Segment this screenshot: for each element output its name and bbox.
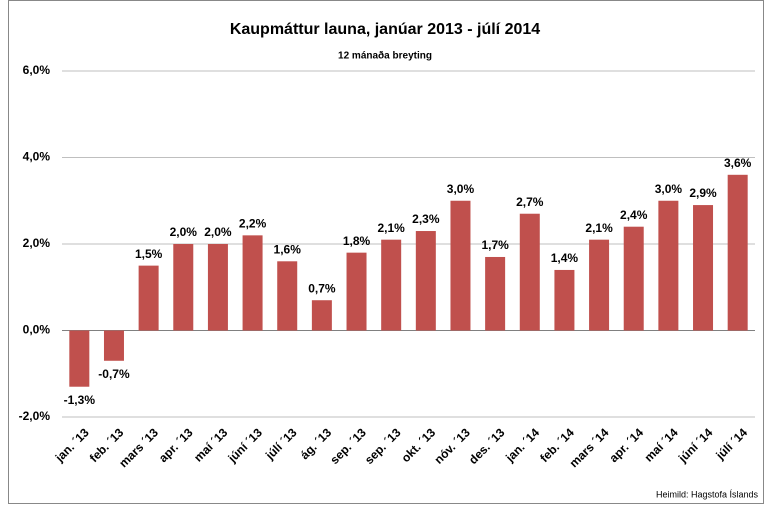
bar	[415, 231, 436, 331]
chart-subtitle: 12 mánaða breyting	[338, 50, 432, 62]
data-label: 2,0%	[204, 225, 232, 239]
data-label: 1,7%	[481, 238, 509, 252]
data-label: -1,3%	[64, 393, 96, 407]
bar	[623, 226, 644, 331]
bar	[693, 205, 714, 331]
data-label: -0,7%	[98, 367, 130, 381]
data-label: 1,4%	[551, 251, 579, 265]
data-label: 2,3%	[412, 212, 440, 226]
bar	[311, 300, 332, 331]
data-label: 2,2%	[239, 217, 267, 231]
bar	[519, 213, 540, 331]
chart-title: Kaupmáttur launa, janúar 2013 - júlí 201…	[230, 21, 540, 38]
y-tick-label: 6,0%	[23, 63, 51, 77]
bar	[173, 244, 194, 331]
bar	[589, 239, 610, 331]
bar	[346, 252, 367, 331]
bar	[207, 244, 228, 331]
data-label: 1,5%	[135, 247, 163, 261]
data-label: 0,7%	[308, 281, 336, 295]
data-label: 2,0%	[170, 225, 198, 239]
bar	[381, 239, 402, 331]
bar	[485, 256, 506, 331]
data-label: 3,0%	[655, 182, 683, 196]
bar	[450, 200, 471, 331]
source-note: Heimild: Hagstofa Íslands	[656, 489, 759, 499]
bar	[277, 261, 298, 331]
data-label: 1,8%	[343, 234, 371, 248]
y-tick-label: 4,0%	[23, 150, 51, 164]
bar	[138, 265, 159, 331]
y-tick-label: 0,0%	[23, 323, 51, 337]
bar	[69, 330, 90, 387]
data-label: 2,7%	[516, 195, 544, 209]
data-label: 2,1%	[585, 221, 613, 235]
bar	[103, 330, 124, 361]
y-tick-label: -2,0%	[19, 409, 51, 423]
data-label: 2,9%	[689, 186, 717, 200]
data-label: 3,0%	[447, 182, 475, 196]
bar	[658, 200, 679, 331]
data-label: 3,6%	[724, 156, 752, 170]
bar	[727, 174, 748, 331]
data-label: 2,1%	[377, 221, 405, 235]
data-label: 2,4%	[620, 208, 648, 222]
y-tick-label: 2,0%	[23, 236, 51, 250]
bar	[242, 235, 263, 331]
bar	[554, 269, 575, 331]
data-label: 1,6%	[274, 242, 302, 256]
